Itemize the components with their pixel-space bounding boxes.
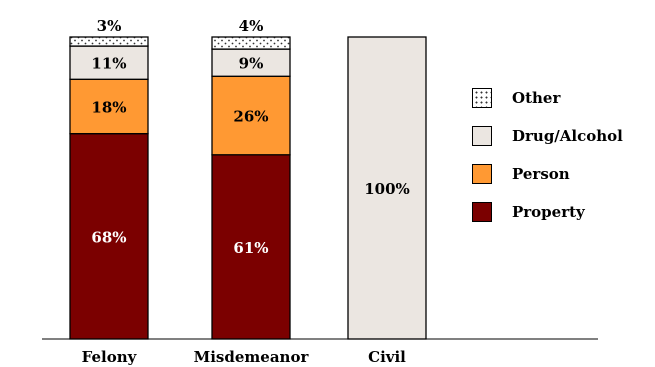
bar-segment-felony-person [69, 78, 149, 135]
legend-label-person: Person [512, 165, 570, 183]
x-tick-label-misdemeanor: Misdemeanor [194, 348, 310, 366]
legend-item-other: Other [472, 88, 623, 108]
legend: Other Drug/Alcohol Person Property [472, 88, 623, 240]
legend-swatch-other [472, 88, 492, 108]
legend-swatch-person [472, 164, 492, 184]
legend-label-property: Property [512, 203, 585, 221]
bar-segment-misdemeanor-property [211, 154, 291, 340]
data-label-misdemeanor-other: 4% [239, 17, 264, 35]
bar-segment-civil-drug-alcohol [347, 36, 427, 340]
legend-label-drug-alcohol: Drug/Alcohol [512, 127, 623, 145]
x-tick-label-civil: Civil [368, 348, 406, 366]
data-label-misdemeanor-property: 61% [233, 239, 268, 257]
bar-segment-misdemeanor-drug-alcohol [211, 48, 291, 77]
bars-layer [69, 36, 427, 340]
legend-item-property: Property [472, 202, 623, 222]
legend-swatch-property [472, 202, 492, 222]
legend-label-other: Other [512, 89, 561, 107]
bar-segment-felony-other [69, 36, 149, 47]
legend-item-person: Person [472, 164, 623, 184]
data-label-felony-drug-alcohol: 11% [91, 55, 126, 73]
legend-item-drug-alcohol: Drug/Alcohol [472, 126, 623, 146]
legend-swatch-drug-alcohol [472, 126, 492, 146]
bar-segment-misdemeanor-other [211, 36, 291, 50]
x-tick-label-felony: Felony [82, 348, 138, 366]
bar-segment-felony-property [69, 132, 149, 340]
data-label-felony-other: 3% [97, 17, 122, 35]
data-label-felony-property: 68% [91, 228, 126, 246]
data-labels-layer: 68% 18% 11% 3% 61% 26% 9% 4% 100% [91, 17, 409, 257]
data-label-civil-drug-alcohol: 100% [364, 180, 410, 198]
data-label-misdemeanor-person: 26% [233, 108, 268, 126]
data-label-misdemeanor-drug-alcohol: 9% [239, 55, 264, 73]
data-label-felony-person: 18% [91, 98, 126, 116]
x-tick-labels: Felony Misdemeanor Civil [82, 348, 407, 366]
